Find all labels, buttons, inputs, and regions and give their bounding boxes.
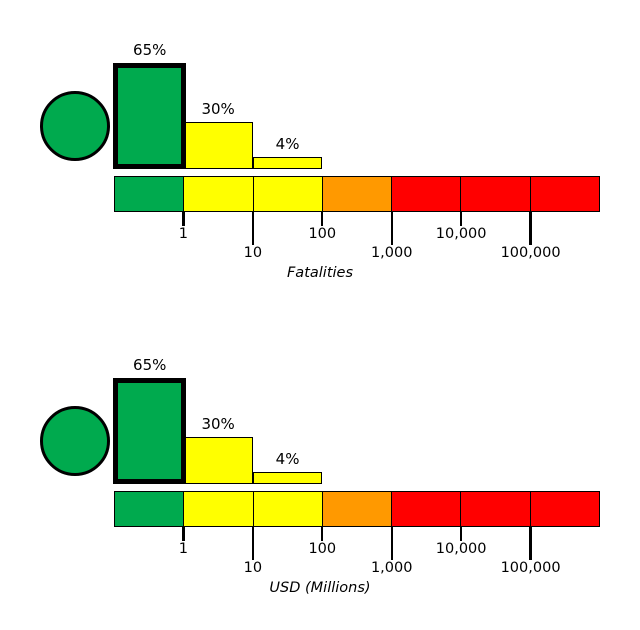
color-scale-segment — [392, 492, 462, 526]
axis-title: USD (Millions) — [269, 580, 371, 596]
axis-tick-label: 100,000 — [500, 245, 561, 261]
chart-panel-fatalities: 65% 30% 4% 1 10 100 1,000 10,000 100,000 Fataliti… — [40, 41, 600, 281]
axis-tick-mark — [529, 212, 532, 245]
severity-color-scale — [114, 491, 600, 527]
histogram-bars: 65% 30% 4% — [113, 41, 323, 169]
axis-tick-label: 1 — [178, 541, 189, 557]
axis-tick-mark — [390, 212, 393, 245]
axis-tick-label: 10,000 — [435, 541, 487, 557]
histogram-bar — [252, 472, 323, 484]
histogram-bars: 65% 30% 4% — [0, 315, 640, 630]
bar-value-label: 65% — [133, 41, 167, 59]
histogram-bar — [183, 437, 253, 484]
color-scale-segment — [253, 492, 323, 526]
color-scale-segment — [322, 177, 393, 211]
axis-tick-label: 10 — [243, 245, 263, 261]
bar-value-label: 65% — [133, 356, 167, 374]
histogram-bar — [183, 122, 253, 169]
color-scale-segment — [184, 177, 254, 211]
bar-value-label: 30% — [201, 415, 235, 433]
axis-tick-mark — [460, 527, 463, 541]
axis-tick-mark — [321, 212, 324, 226]
color-scale-segment — [461, 177, 531, 211]
axis-tick-mark — [251, 212, 254, 245]
axis-title: Fatalities — [286, 265, 354, 281]
axis-tick-label: 100 — [308, 226, 337, 242]
color-scale-segment — [530, 177, 599, 211]
axis-tick-label: 1 — [178, 226, 189, 242]
histogram-bar — [113, 378, 187, 484]
bar-value-label: 4% — [275, 135, 300, 153]
color-scale-segment — [253, 177, 323, 211]
axis-tick-mark — [182, 527, 185, 541]
axis-tick-mark — [460, 212, 463, 226]
color-scale-segment — [530, 492, 599, 526]
axis-tick-label: 10 — [243, 560, 263, 576]
axis-tick-label: 1,000 — [370, 560, 413, 576]
bar-value-label: 30% — [201, 100, 235, 118]
axis-tick-label: 100,000 — [500, 560, 561, 576]
color-scale-segment — [322, 492, 393, 526]
axis-tick-mark — [251, 527, 254, 560]
bar-value-label: 4% — [275, 450, 300, 468]
color-scale-segment — [461, 492, 531, 526]
severity-indicator-circle — [40, 91, 110, 161]
histogram-bar — [113, 63, 187, 169]
color-scale-segment — [115, 492, 185, 526]
axis-tick-label: 10,000 — [435, 226, 487, 242]
axis-tick-label: 100 — [308, 541, 337, 557]
axis-tick-mark — [182, 212, 185, 226]
chart-panel-usd-millions: 65% 30% 4% 1 10 100 1,000 10,000 100,000 USD (Mil… — [0, 315, 640, 630]
axis-tick-mark — [321, 527, 324, 541]
histogram-bar — [252, 157, 323, 169]
color-scale-segment — [115, 177, 185, 211]
color-scale-segment — [184, 492, 254, 526]
axis-tick-mark — [390, 527, 393, 560]
severity-indicator-circle — [40, 406, 110, 476]
color-scale-segment — [392, 177, 462, 211]
axis-tick-mark — [529, 527, 532, 560]
axis-tick-label: 1,000 — [370, 245, 413, 261]
severity-color-scale — [114, 176, 600, 212]
